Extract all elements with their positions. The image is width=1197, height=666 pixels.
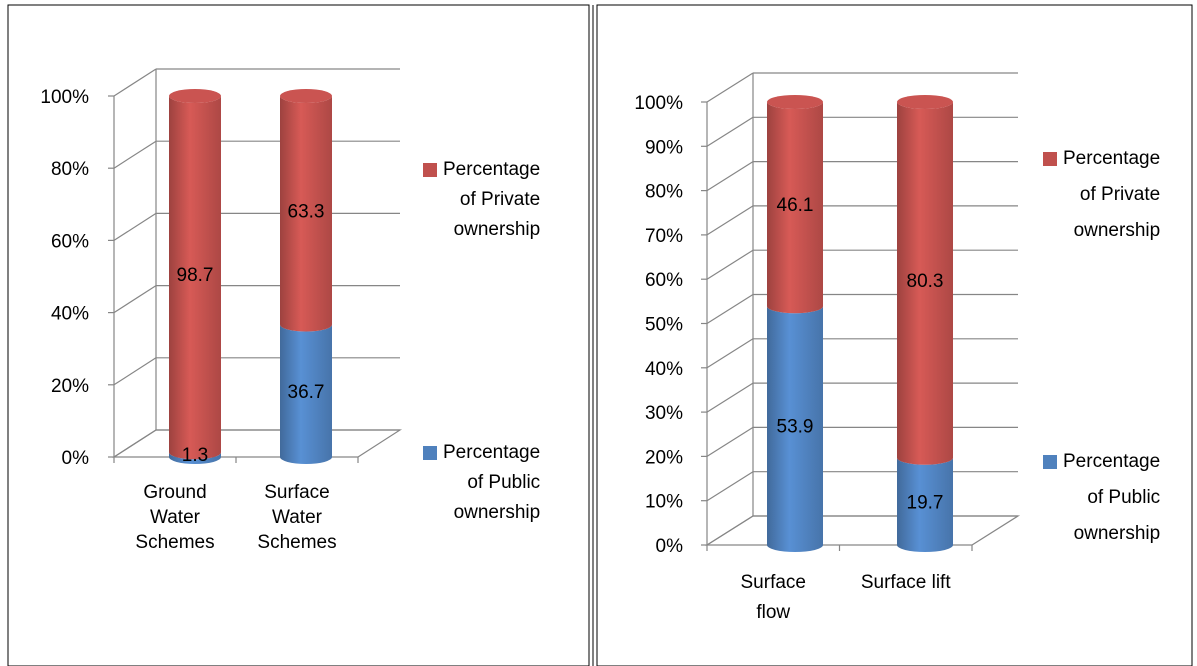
legend-label: of Private <box>460 189 540 210</box>
legend: Percentage of Private ownership Percentage o… <box>423 159 540 523</box>
data-label: 63.3 <box>288 201 325 222</box>
legend-label: ownership <box>1074 523 1161 544</box>
side-gridline <box>706 471 754 502</box>
data-label: 98.7 <box>177 265 214 286</box>
side-gridline <box>706 161 754 192</box>
y-tick-label: 30% <box>645 403 683 424</box>
x-category-label: flow <box>756 602 790 623</box>
data-label: 46.1 <box>777 195 814 216</box>
y-tick-label: 40% <box>51 304 89 325</box>
data-label: 1.3 <box>182 445 208 466</box>
data-label: 53.9 <box>777 417 814 438</box>
side-gridline <box>706 72 754 103</box>
left-cell-border <box>7 4 590 666</box>
data-label: 19.7 <box>907 492 944 513</box>
bar-segment-private <box>767 102 823 314</box>
side-gridline <box>706 293 754 325</box>
bar-segment-public <box>169 452 221 464</box>
bar-top-cap <box>767 95 823 109</box>
chart-floor <box>704 515 1021 546</box>
y-tick-label: 0% <box>62 448 90 469</box>
chart-2: 0% 10% 20% 30% 40% 50% 60% 70% 80% 90% 100% 53.9 46.… <box>634 72 1160 623</box>
legend-label: Percentage <box>443 442 540 463</box>
y-tick-label: 60% <box>51 231 89 252</box>
x-category-label: Schemes <box>257 532 336 553</box>
bars <box>767 95 953 552</box>
x-category-label: Water <box>272 507 323 528</box>
y-tick-label: 90% <box>645 137 683 158</box>
y-tick-label: 60% <box>645 270 683 291</box>
legend-label: of Public <box>1087 487 1160 508</box>
gridlines <box>706 72 1018 546</box>
side-gridline <box>706 426 754 457</box>
x-category-label: Surface <box>264 482 329 503</box>
legend-label: Percentage <box>1063 148 1160 169</box>
y-tick-label: 40% <box>645 359 683 380</box>
side-gridline <box>113 140 157 169</box>
chart-1: 0% 20% 40% 60% 80% 100% 1.3 98.7 Ground Water Sche… <box>40 68 540 553</box>
y-tick-label: 50% <box>645 315 683 336</box>
legend-label: ownership <box>1074 220 1161 241</box>
side-gridline <box>113 357 157 386</box>
x-category-label: Surface <box>741 572 806 593</box>
side-gridline <box>706 249 754 280</box>
y-tick-label: 80% <box>51 159 89 180</box>
y-tick-label: 10% <box>645 492 683 513</box>
y-tick-label: 80% <box>645 182 683 203</box>
legend: Percentage of Private ownership Percentage o… <box>1043 148 1160 544</box>
legend-swatch <box>1043 152 1057 166</box>
data-label: 36.7 <box>288 382 325 403</box>
side-gridline <box>113 212 157 241</box>
legend-label: of Private <box>1080 184 1160 205</box>
chart-floor <box>111 429 403 458</box>
legend-swatch <box>1043 455 1057 469</box>
bar-segment-private <box>280 96 332 332</box>
x-category-label: Surface lift <box>861 572 951 593</box>
x-category-label: Schemes <box>135 532 214 553</box>
legend-swatch <box>423 163 437 177</box>
axis-walls <box>701 73 1021 551</box>
side-gridline <box>113 68 157 97</box>
legend-label: Percentage <box>1063 451 1160 472</box>
y-tick-label: 100% <box>40 87 89 108</box>
side-gridline <box>706 338 754 369</box>
bar-segment-public <box>280 324 332 464</box>
legend-label: ownership <box>454 219 541 240</box>
bar-top-cap <box>169 89 221 103</box>
legend-label: of Public <box>467 472 540 493</box>
bar-segment-private <box>169 96 221 460</box>
bar-top-cap <box>897 95 953 109</box>
side-gridline <box>113 285 157 314</box>
side-gridline <box>706 116 754 147</box>
y-tick-label: 20% <box>51 376 89 397</box>
y-tick-label: 100% <box>634 93 683 114</box>
bars <box>169 89 332 464</box>
axis-walls <box>108 69 403 463</box>
bar-segment-private <box>897 102 953 465</box>
y-tick-label: 20% <box>645 447 683 468</box>
x-category-label: Ground <box>143 482 206 503</box>
y-tick-label: 0% <box>656 536 684 557</box>
data-label: 80.3 <box>907 271 944 292</box>
bar-segment-public <box>897 457 953 552</box>
side-gridline <box>706 382 754 413</box>
y-tick-label: 70% <box>645 226 683 247</box>
gridlines <box>113 68 400 458</box>
legend-label: ownership <box>454 502 541 523</box>
legend-label: Percentage <box>443 159 540 180</box>
bar-segment-public <box>767 306 823 552</box>
side-gridline <box>706 205 754 236</box>
bar-top-cap <box>280 89 332 103</box>
legend-swatch <box>423 446 437 460</box>
x-category-label: Water <box>150 507 201 528</box>
right-cell-border <box>596 4 1193 666</box>
